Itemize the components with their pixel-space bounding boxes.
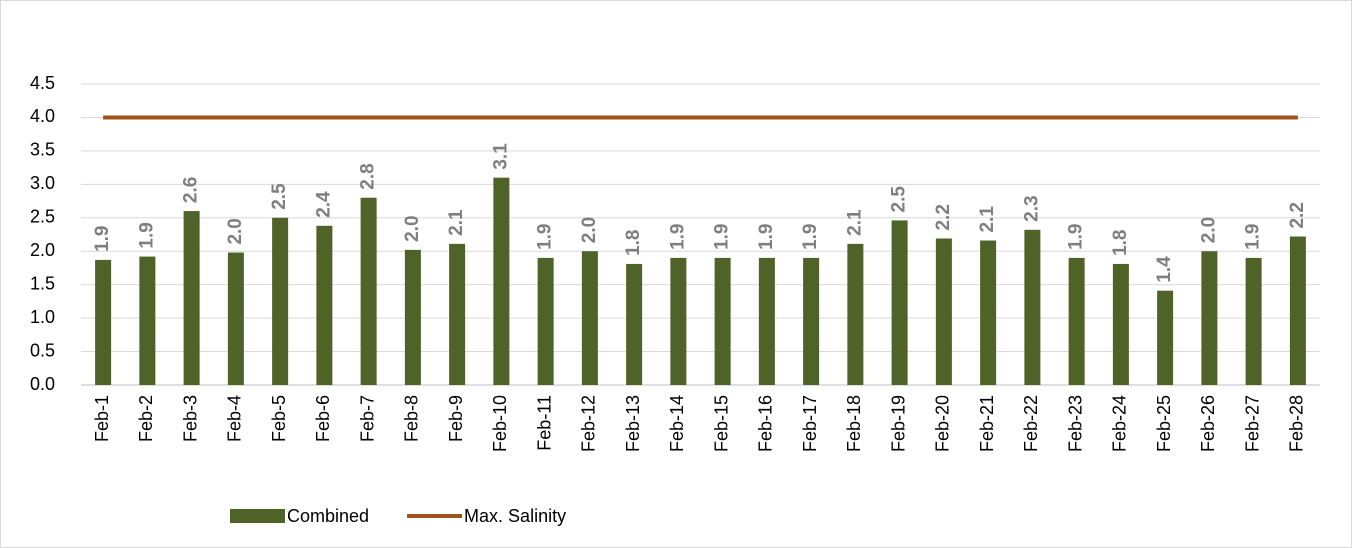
x-tick-label: Feb-22	[1021, 395, 1041, 452]
value-label: 1.4	[1154, 256, 1175, 283]
x-tick-label: Feb-1	[92, 395, 112, 442]
value-label: 2.0	[225, 218, 246, 244]
x-tick-label: Feb-25	[1154, 395, 1174, 452]
bar	[95, 259, 112, 385]
y-tick-label: 4.0	[30, 106, 55, 126]
value-label: 1.9	[712, 223, 733, 249]
value-label: 2.6	[181, 177, 202, 203]
bar	[803, 257, 820, 385]
x-tick-label: Feb-8	[402, 395, 422, 442]
bar	[1245, 257, 1262, 385]
y-tick-label: 1.5	[30, 273, 55, 293]
x-tick-label: Feb-19	[888, 395, 908, 452]
x-tick-label: Feb-10	[490, 395, 510, 452]
y-tick-label: 3.0	[30, 173, 55, 193]
x-tick-label: Feb-3	[180, 395, 200, 442]
value-label: 1.9	[756, 223, 777, 249]
bar	[1112, 263, 1129, 385]
bar	[714, 257, 731, 385]
value-label: 1.9	[1066, 223, 1087, 249]
bar	[1024, 229, 1041, 385]
value-label: 2.5	[889, 186, 910, 213]
value-label: 1.8	[623, 230, 644, 256]
value-label: 1.9	[535, 223, 556, 249]
x-tick-label: Feb-18	[844, 395, 864, 452]
x-tick-label: Feb-12	[579, 395, 599, 452]
legend-label: Combined	[287, 506, 369, 526]
bar	[537, 257, 554, 385]
bar	[183, 211, 200, 385]
bar	[449, 243, 466, 385]
bar	[360, 197, 377, 385]
value-label: 1.9	[800, 223, 821, 249]
bar	[891, 220, 908, 385]
bar	[1201, 251, 1218, 385]
legend-label: Max. Salinity	[464, 506, 566, 526]
bar	[1157, 290, 1174, 385]
value-label: 2.8	[358, 163, 379, 189]
value-label: 1.9	[667, 223, 688, 249]
x-tick-label: Feb-4	[225, 395, 245, 442]
x-tick-label: Feb-28	[1287, 395, 1307, 452]
x-tick-label: Feb-16	[756, 395, 776, 452]
value-label: 1.9	[1243, 223, 1264, 249]
y-tick-label: 2.0	[30, 240, 55, 260]
value-label: 2.2	[933, 204, 954, 230]
x-tick-label: Feb-11	[534, 395, 554, 451]
bar	[758, 257, 775, 385]
x-tick-label: Feb-7	[357, 395, 377, 442]
value-label: 2.5	[269, 183, 290, 210]
x-tick-label: Feb-5	[269, 395, 289, 442]
value-label: 2.2	[1287, 202, 1308, 228]
value-label: 2.3	[1021, 195, 1042, 221]
bar	[316, 225, 333, 385]
bar	[139, 256, 156, 385]
value-label: 1.8	[1110, 230, 1131, 256]
bar	[847, 243, 864, 385]
y-tick-label: 2.5	[30, 207, 55, 227]
value-label: 2.0	[1198, 217, 1219, 243]
x-tick-label: Feb-20	[933, 395, 953, 452]
bar	[227, 252, 244, 385]
bar	[935, 238, 952, 385]
value-label: 2.0	[402, 215, 423, 241]
x-tick-label: Feb-21	[977, 395, 997, 452]
x-tick-label: Feb-26	[1198, 395, 1218, 452]
bar	[272, 217, 289, 385]
y-tick-label: 3.5	[30, 140, 55, 160]
x-tick-label: Feb-13	[623, 395, 643, 452]
bar	[404, 249, 421, 385]
bar	[980, 240, 997, 385]
value-label: 2.1	[844, 209, 865, 236]
x-tick-label: Feb-15	[711, 395, 731, 452]
y-tick-label: 1.0	[30, 307, 55, 327]
bar	[626, 263, 643, 385]
x-tick-label: Feb-27	[1242, 395, 1262, 452]
value-label: 1.9	[92, 225, 113, 251]
value-label: 2.4	[313, 191, 334, 218]
y-tick-label: 4.5	[30, 73, 55, 93]
y-tick-label: 0.5	[30, 340, 55, 360]
value-label: 2.0	[579, 217, 600, 243]
value-label: 2.1	[977, 206, 998, 233]
x-tick-label: Feb-14	[667, 395, 687, 452]
bar	[1068, 257, 1085, 385]
x-tick-label: Feb-2	[136, 395, 156, 442]
bar	[581, 251, 598, 385]
bar	[670, 257, 687, 385]
x-tick-label: Feb-17	[800, 395, 820, 452]
value-label: 2.1	[446, 209, 467, 236]
value-label: 1.9	[136, 222, 157, 248]
bar	[493, 177, 510, 385]
legend-swatch	[230, 509, 285, 523]
y-tick-label: 0.0	[30, 374, 55, 394]
x-tick-label: Feb-24	[1110, 395, 1130, 452]
x-tick-label: Feb-9	[446, 395, 466, 442]
x-tick-label: Feb-23	[1065, 395, 1085, 452]
bar	[1289, 236, 1306, 385]
value-label: 3.1	[490, 143, 511, 170]
x-tick-label: Feb-6	[313, 395, 333, 442]
